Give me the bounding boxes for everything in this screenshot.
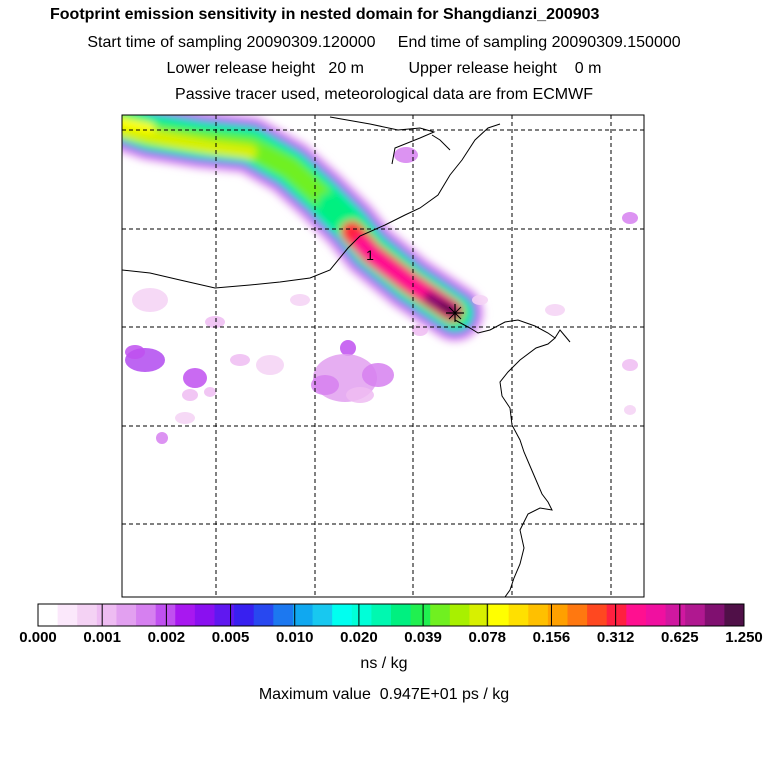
colorbar-swatch [724,604,745,626]
colorbar-swatch [116,604,137,626]
colorbar-swatch [587,604,608,626]
colorbar-swatch [253,604,274,626]
sensitivity-patch [125,345,145,359]
colorbar-unit: ns / kg [360,655,408,672]
sensitivity-patch [290,294,310,306]
colorbar-tick-label: 0.002 [147,629,186,646]
sensitivity-patch [230,354,250,366]
colorbar-swatch [567,604,588,626]
colorbar-swatch [292,604,314,626]
coastline-segment [329,116,436,165]
colorbar-swatch [371,604,392,626]
colorbar [37,603,745,627]
sensitivity-patch [175,412,195,424]
colorbar-swatch [528,604,549,626]
maximum-value: Maximum value 0.947E+01 ps / kg [258,686,510,703]
colorbar-tick-label: 0.312 [596,629,635,646]
colorbar-swatch [704,604,725,626]
background-sensitivity-patches [125,147,638,444]
colorbar-swatch [547,604,568,626]
release-heights: Lower release height 20 m Upper release … [166,60,602,77]
colorbar-swatch [430,604,451,626]
sensitivity-patch [182,389,198,401]
colorbar-swatch [391,604,412,626]
colorbar-tick-label: 0.005 [211,629,250,646]
sensitivity-patch [183,368,207,388]
coastline-segment [454,319,556,597]
sensitivity-patch [362,363,394,387]
colorbar-swatch [645,604,667,626]
colorbar-swatch [136,604,157,626]
sensitivity-patch [622,212,638,224]
colorbar-swatch [234,604,255,626]
map-grid [122,115,644,597]
colorbar-swatch [214,604,235,626]
coastline-segment [431,134,451,151]
colorbar-tick-label: 0.000 [19,629,57,646]
sensitivity-patch [311,375,339,395]
sensitivity-patch [394,147,418,163]
colorbar-tick-label: 0.078 [468,629,507,646]
sensitivity-patch [205,316,225,328]
colorbar-tick-label: 0.039 [404,629,442,646]
emission-plume [122,115,484,342]
sensitivity-patch [624,405,636,415]
colorbar-tick-label: 0.001 [83,629,121,646]
tracer-info: Passive tracer used, meteorological data… [175,86,593,103]
sensitivity-patch [132,288,168,312]
sensitivity-patch [412,324,428,336]
colorbar-swatch [312,604,333,626]
colorbar-tick-label: 0.010 [275,629,314,646]
colorbar-swatch [194,604,215,626]
coastline-segment [122,123,501,289]
sensitivity-patch [204,387,216,397]
coastline-segment [554,329,571,343]
colorbar-swatch [57,604,78,626]
colorbar-swatch [449,604,470,626]
colorbar-tick-label: 0.020 [340,629,378,646]
colorbar-swatch [332,604,353,626]
sensitivity-patch [622,359,638,371]
chart-title: Footprint emission sensitivity in nested… [50,6,600,23]
colorbar-swatch [508,604,529,626]
colorbar-swatch [175,604,196,626]
sensitivity-patch [256,355,284,375]
sensitivity-patch [545,304,565,316]
colorbar-swatch [273,604,294,626]
sensitivity-patch [346,387,374,403]
colorbar-swatch [665,604,686,626]
coastline [122,116,571,597]
colorbar-tick-label: 0.156 [532,629,571,646]
colorbar-swatch [96,604,117,626]
colorbar-swatch [351,604,372,626]
sensitivity-patch [472,295,488,305]
sensitivity-patch [156,432,168,444]
release-site-label: 1 [366,247,374,263]
colorbar-swatch [77,604,98,626]
colorbar-swatch [38,604,59,626]
colorbar-swatch [410,604,431,626]
colorbar-tick-label: 0.625 [661,629,699,646]
colorbar-swatch [489,604,510,626]
colorbar-swatch [626,604,647,626]
colorbar-swatch [606,604,627,626]
colorbar-swatch [155,604,176,626]
sampling-times: Start time of sampling 20090309.120000 E… [87,34,681,51]
release-site-marker [446,304,464,322]
map-frame [121,114,645,598]
sensitivity-patch [340,340,356,356]
colorbar-tick-label: 1.250 [725,629,763,646]
colorbar-swatch [469,604,490,626]
colorbar-swatch [685,604,706,626]
